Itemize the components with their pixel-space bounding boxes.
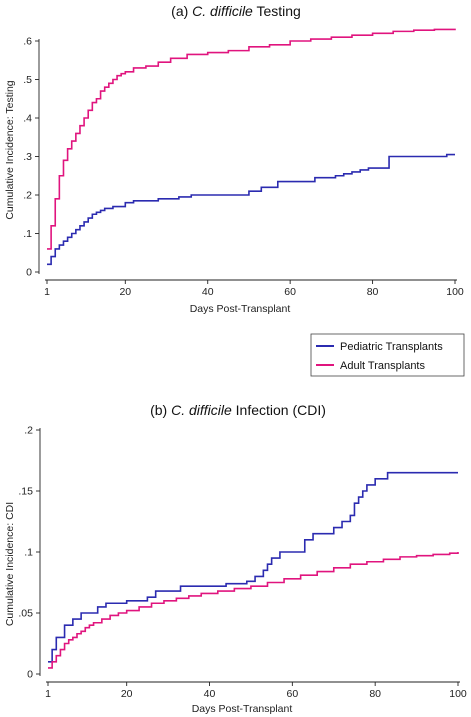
panel-a-x-tick-label: 80 bbox=[367, 286, 379, 298]
panel-a-y-tick-label: .2 bbox=[23, 190, 32, 202]
panel-b-x-tick-label: 20 bbox=[121, 688, 133, 700]
panel-b-y-tick-label: .2 bbox=[24, 425, 33, 437]
panel-b-x-tick-label: 1 bbox=[45, 688, 51, 700]
panel-b-ylabel: Cumulative Incidence: CDI bbox=[4, 502, 16, 626]
panel-b-y-tick-label: 0 bbox=[27, 669, 33, 681]
panel-b-x-tick-label: 60 bbox=[286, 688, 298, 700]
panel-a-series-adult bbox=[47, 28, 456, 250]
panel-b-plot-area: 0 .05 .1 .15 .2 1 20 40 60 80 100 bbox=[18, 425, 467, 701]
panel-a-ylabel: Cumulative Incidence: Testing bbox=[4, 80, 16, 219]
panel-a-x-tick-label: 100 bbox=[446, 286, 464, 298]
panel-b-y-tick-label: .15 bbox=[18, 486, 33, 498]
legend-label-adult: Adult Transplants bbox=[340, 360, 425, 372]
panel-b-y-tick-label: .1 bbox=[24, 547, 33, 559]
legend-box bbox=[310, 333, 465, 377]
panel-a-title: (a) C. difficile Testing bbox=[171, 3, 301, 19]
panel-b-series-adult bbox=[48, 552, 459, 669]
panel-b-x-tick-label: 100 bbox=[449, 688, 467, 700]
panel-a-y-tick-label: .5 bbox=[23, 74, 32, 86]
panel-a-testing-chart: (a) C. difficile Testing Cumulative Inci… bbox=[4, 3, 464, 315]
panel-b-y-tick-label: .05 bbox=[18, 608, 33, 620]
panel-b-series-pediatric bbox=[48, 471, 458, 663]
panel-a-y-tick-label: .1 bbox=[23, 228, 32, 240]
panel-a-y-tick-label: .4 bbox=[23, 113, 32, 125]
panel-a-y-tick-label: .3 bbox=[23, 151, 32, 163]
panel-b-x-tick-label: 80 bbox=[369, 688, 381, 700]
panel-b-xlabel: Days Post-Transplant bbox=[192, 703, 293, 715]
panel-a-plot-area: 0 .1 .2 .3 .4 .5 .6 1 20 40 60 80 100 bbox=[23, 28, 464, 298]
panel-a-y-tick-label: 0 bbox=[26, 267, 32, 279]
panel-a-series-pediatric bbox=[47, 153, 455, 266]
legend: Pediatric Transplants Adult Transplants bbox=[310, 333, 465, 377]
panel-a-xlabel: Days Post-Transplant bbox=[190, 303, 291, 315]
panel-a-x-tick-label: 20 bbox=[119, 286, 131, 298]
panel-a-x-tick-label: 40 bbox=[202, 286, 214, 298]
panel-a-y-tick-label: .6 bbox=[23, 36, 32, 48]
panel-a-x-tick-label: 1 bbox=[44, 286, 50, 298]
panel-a-x-tick-label: 60 bbox=[284, 286, 296, 298]
panel-b-cdi-chart: (b) C. difficile Infection (CDI) Cumulat… bbox=[4, 402, 467, 715]
panel-b-x-tick-label: 40 bbox=[204, 688, 216, 700]
legend-label-pediatric: Pediatric Transplants bbox=[340, 341, 443, 353]
panel-b-title: (b) C. difficile Infection (CDI) bbox=[150, 402, 326, 418]
